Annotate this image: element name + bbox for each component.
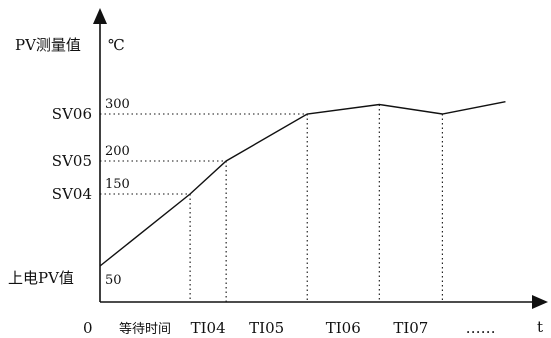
axes: PV测量值 ℃ t 0 上电PV值 (8, 8, 548, 337)
y-axis-unit: ℃ (108, 36, 125, 54)
x-segment-label: TI04 (191, 319, 226, 337)
start-value-label: 50 (105, 273, 122, 288)
x-axis-arrow-icon (532, 295, 548, 309)
x-axis-title: t (537, 318, 543, 336)
x-segment-label: …… (466, 319, 496, 337)
x-segment-label: TI05 (249, 319, 284, 337)
x-segment-label: 等待时间 (119, 321, 171, 337)
setpoint-name-label: SV04 (52, 185, 92, 203)
setpoint-name-label: SV06 (52, 105, 92, 123)
tick-labels: SV04 150 SV05 200 SV06 300 50 等待时间 TI04 TI05 TI06 T… (52, 97, 496, 337)
setpoint-name-label: SV05 (52, 152, 92, 170)
pv-series-line (99, 100, 506, 267)
setpoint-value-label: 300 (105, 97, 130, 112)
origin-label: 0 (83, 319, 93, 337)
series (99, 100, 506, 267)
x-segment-label: TI06 (326, 319, 361, 337)
guide-lines (100, 104, 443, 302)
x-segment-label: TI07 (393, 319, 428, 337)
setpoint-value-label: 200 (105, 144, 130, 159)
setpoint-value-label: 150 (105, 177, 130, 192)
y-axis-title: PV测量值 (15, 36, 81, 54)
y-axis-arrow-icon (93, 8, 107, 24)
start-pv-label: 上电PV值 (8, 269, 74, 287)
